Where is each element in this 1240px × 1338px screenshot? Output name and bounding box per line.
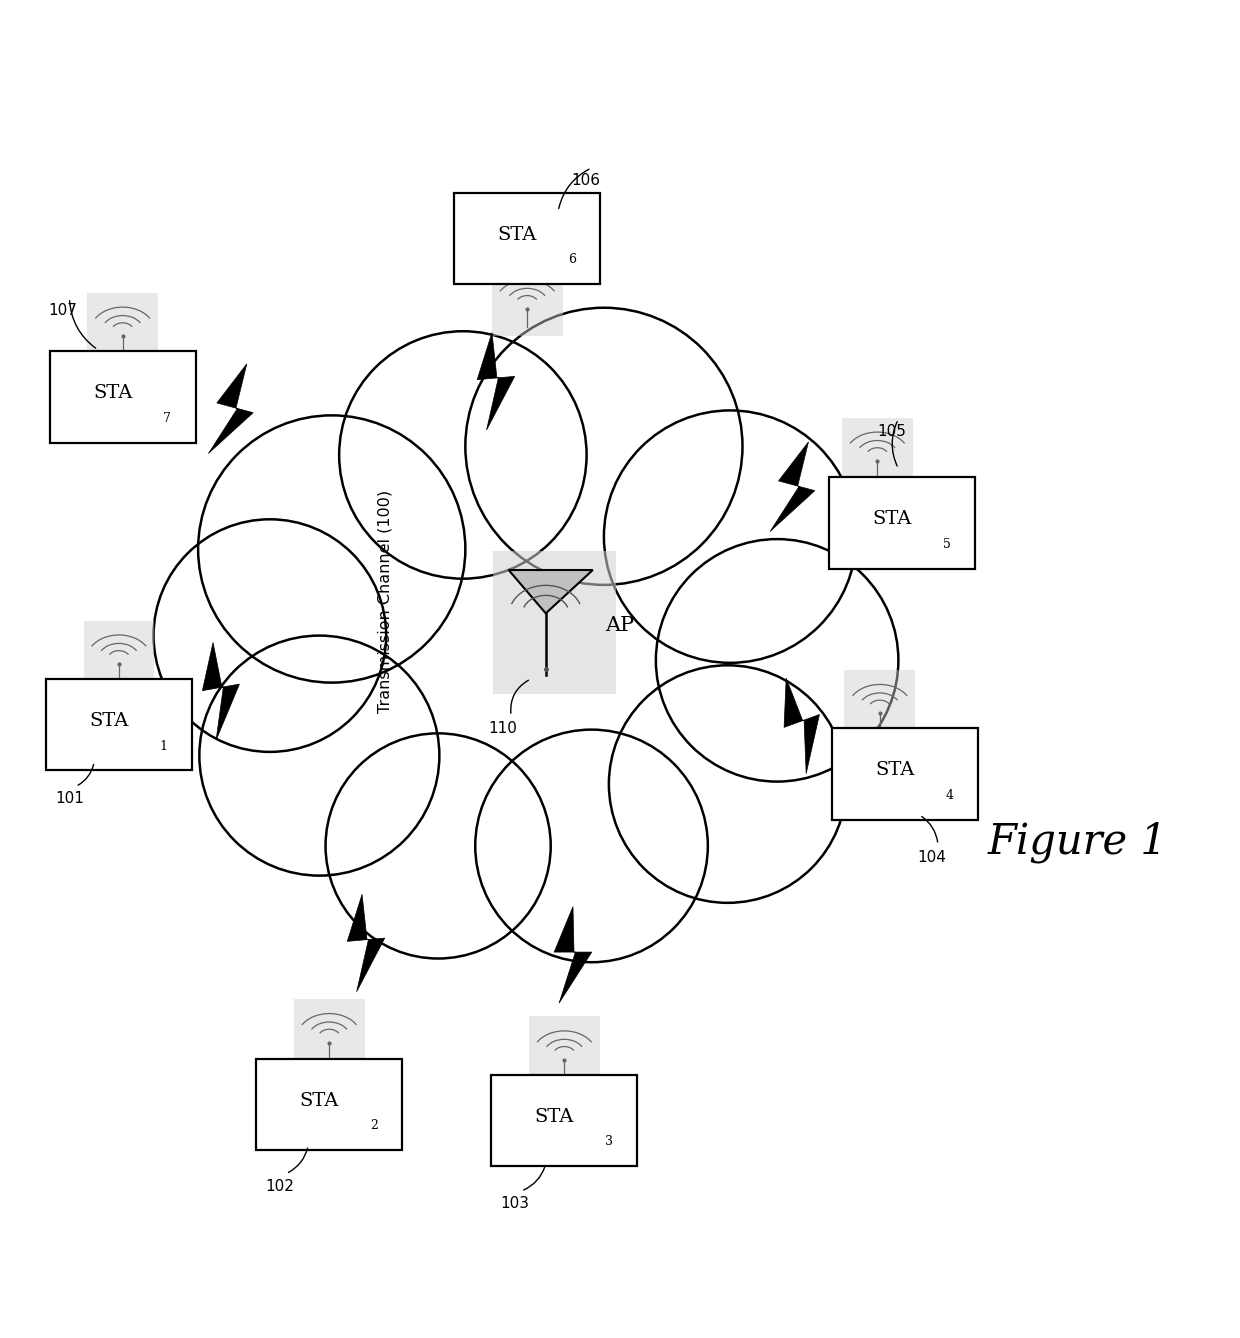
Text: 5: 5 [942,538,951,551]
Text: 110: 110 [489,721,517,736]
FancyBboxPatch shape [294,999,365,1070]
Text: Figure 1: Figure 1 [988,822,1168,863]
Circle shape [148,514,392,757]
Polygon shape [202,642,239,740]
Text: 107: 107 [48,302,78,317]
Text: 105: 105 [878,424,906,439]
FancyBboxPatch shape [529,1017,600,1088]
Circle shape [529,542,797,808]
FancyBboxPatch shape [83,621,154,692]
FancyBboxPatch shape [50,351,196,443]
FancyBboxPatch shape [492,551,616,693]
Circle shape [459,301,749,591]
FancyBboxPatch shape [257,1058,402,1151]
Text: AP: AP [605,617,635,636]
Circle shape [299,434,732,867]
Text: 7: 7 [164,412,171,424]
Circle shape [268,428,564,725]
Circle shape [320,728,557,965]
Circle shape [470,724,714,967]
Text: 106: 106 [570,173,600,187]
Circle shape [193,630,445,882]
Circle shape [598,404,863,669]
Polygon shape [508,570,593,613]
Polygon shape [554,907,591,1004]
Text: 2: 2 [370,1120,378,1132]
Circle shape [603,660,852,909]
FancyBboxPatch shape [832,728,977,820]
FancyBboxPatch shape [491,1074,637,1167]
Circle shape [446,409,732,693]
FancyBboxPatch shape [87,293,157,364]
Text: Transmission Channel (100): Transmission Channel (100) [377,490,392,713]
Text: 101: 101 [55,791,84,807]
FancyBboxPatch shape [454,193,600,284]
Text: 103: 103 [500,1196,529,1211]
Text: STA: STA [534,1108,574,1125]
Circle shape [428,638,701,910]
Polygon shape [784,678,820,773]
Polygon shape [477,333,515,429]
Circle shape [334,325,593,585]
Text: 4: 4 [945,789,954,801]
Polygon shape [208,364,253,454]
FancyBboxPatch shape [842,417,913,488]
Circle shape [191,408,472,689]
Polygon shape [770,442,815,531]
Text: 104: 104 [918,850,946,864]
Polygon shape [347,894,384,991]
Text: STA: STA [300,1092,339,1109]
Circle shape [317,452,713,848]
Text: 6: 6 [568,253,577,266]
Circle shape [218,527,465,775]
FancyBboxPatch shape [46,678,192,771]
Text: STA: STA [875,761,914,780]
Text: 1: 1 [160,740,167,752]
Text: STA: STA [89,712,129,731]
Text: STA: STA [873,510,911,529]
FancyBboxPatch shape [830,478,975,569]
Circle shape [283,615,549,883]
FancyBboxPatch shape [492,265,563,336]
Circle shape [650,533,904,788]
Text: 102: 102 [265,1179,294,1193]
Text: STA: STA [497,226,537,244]
FancyBboxPatch shape [844,670,915,741]
Text: 3: 3 [605,1136,613,1148]
Text: STA: STA [93,384,133,403]
